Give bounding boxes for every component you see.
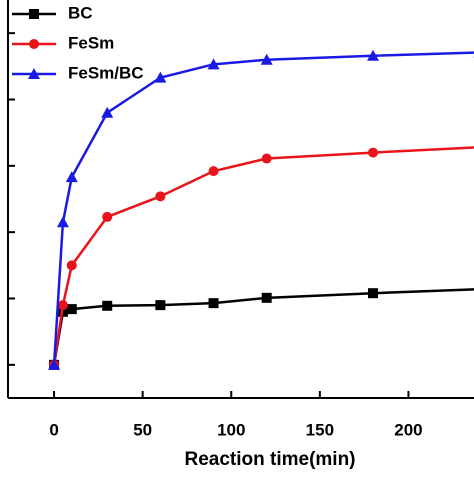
x-tick-label: 0	[49, 420, 58, 439]
x-axis-label: Reaction time(min)	[184, 449, 355, 470]
x-tick-label: 50	[133, 420, 152, 439]
marker	[28, 68, 40, 79]
marker	[207, 58, 220, 70]
x-tick-label: 150	[306, 420, 334, 439]
x-tick-label: 100	[217, 420, 245, 439]
marker	[368, 147, 379, 158]
marker	[102, 300, 113, 311]
marker	[367, 49, 380, 61]
series-line	[52, 146, 474, 366]
marker	[29, 39, 39, 49]
marker	[155, 191, 166, 202]
marker	[208, 298, 219, 309]
marker	[66, 304, 77, 315]
legend-label: BC	[68, 3, 93, 22]
marker	[48, 358, 61, 370]
marker	[368, 288, 379, 299]
legend-label: FeSm/BC	[68, 63, 144, 82]
series-line	[52, 51, 474, 365]
marker	[260, 53, 273, 65]
marker	[101, 106, 114, 118]
marker	[65, 171, 78, 183]
x-tick-label: 200	[394, 420, 422, 439]
marker	[56, 216, 69, 228]
marker	[261, 292, 272, 303]
marker	[154, 71, 167, 83]
marker	[66, 260, 77, 271]
marker	[29, 9, 39, 19]
marker	[155, 300, 166, 311]
plot-area	[48, 49, 474, 370]
marker	[57, 300, 68, 311]
marker	[261, 153, 272, 164]
legend-label: FeSm	[68, 33, 114, 52]
marker	[102, 211, 113, 222]
marker	[208, 166, 219, 177]
